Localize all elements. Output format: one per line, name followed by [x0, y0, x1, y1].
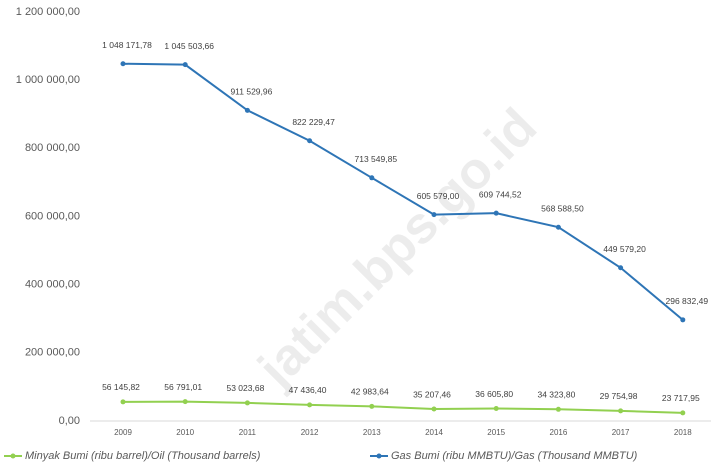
x-tick-label: 2011: [239, 428, 257, 437]
value-label: 609 744,52: [479, 189, 522, 199]
value-label: 35 207,46: [413, 389, 451, 399]
point: [618, 265, 624, 271]
point: [120, 399, 126, 405]
value-label: 911 529,96: [230, 87, 272, 97]
x-tick-label: 2015: [487, 428, 505, 437]
y-tick-label: 400 000,00: [25, 279, 80, 291]
y-tick-label: 600 000,00: [25, 210, 80, 222]
legend-marker: [376, 453, 382, 459]
y-tick-label: 800 000,00: [25, 142, 80, 154]
value-label: 23 717,95: [662, 393, 700, 403]
x-tick-label: 2018: [674, 428, 692, 437]
value-label: 36 605,80: [475, 389, 513, 399]
x-tick-label: 2012: [301, 428, 319, 437]
point: [244, 400, 250, 406]
value-label: 713 549,85: [355, 154, 398, 164]
value-label: 296 832,49: [666, 296, 709, 306]
value-label: 56 145,82: [102, 382, 140, 392]
point: [618, 408, 624, 414]
point: [431, 406, 437, 412]
value-label: 34 323,80: [537, 390, 575, 400]
point: [431, 212, 437, 218]
point: [369, 403, 375, 409]
y-tick-label: 1 200 000,00: [16, 6, 80, 18]
x-tick-label: 2014: [425, 428, 443, 437]
value-label: 47 436,40: [289, 385, 327, 395]
value-label: 605 579,00: [417, 191, 460, 201]
value-label: 568 588,50: [541, 203, 584, 213]
x-tick-label: 2009: [114, 428, 132, 437]
value-label: 822 229,47: [292, 117, 335, 127]
legend-marker: [10, 453, 16, 459]
series-line: [122, 400, 683, 414]
y-tick-label: 200 000,00: [25, 347, 80, 359]
value-label: 56 791,01: [164, 382, 202, 392]
series-line: [122, 62, 684, 321]
x-tick-label: 2016: [550, 428, 568, 437]
x-tick-label: 2010: [176, 428, 194, 437]
point: [555, 224, 561, 230]
y-tick-label: 1 000 000,00: [16, 74, 80, 86]
x-tick-label: 2013: [363, 428, 381, 437]
value-label: 53 023,68: [226, 383, 264, 393]
point: [120, 61, 126, 67]
point: [369, 175, 375, 181]
point: [182, 62, 188, 68]
point: [493, 406, 499, 412]
point: [244, 107, 250, 113]
value-label: 29 754,98: [600, 391, 638, 401]
point: [182, 399, 188, 405]
value-label: 1 045 503,66: [164, 41, 214, 51]
point: [680, 317, 686, 323]
value-label: 449 579,20: [603, 244, 646, 254]
y-tick-label: 0,00: [59, 415, 80, 427]
legend-label: Gas Bumi (ribu MMBTU)/Gas (Thousand MMBT…: [391, 450, 638, 462]
watermark: jatim.bps.go.id: [247, 97, 548, 398]
value-label: 42 983,64: [351, 387, 389, 397]
point: [555, 406, 561, 412]
point: [307, 138, 313, 144]
point: [307, 402, 313, 408]
value-label: 1 048 171,78: [102, 40, 152, 50]
point: [680, 410, 686, 416]
legend-label: Minyak Bumi (ribu barrel)/Oil (Thousand …: [25, 450, 261, 462]
x-tick-label: 2017: [612, 428, 630, 437]
point: [493, 210, 499, 216]
